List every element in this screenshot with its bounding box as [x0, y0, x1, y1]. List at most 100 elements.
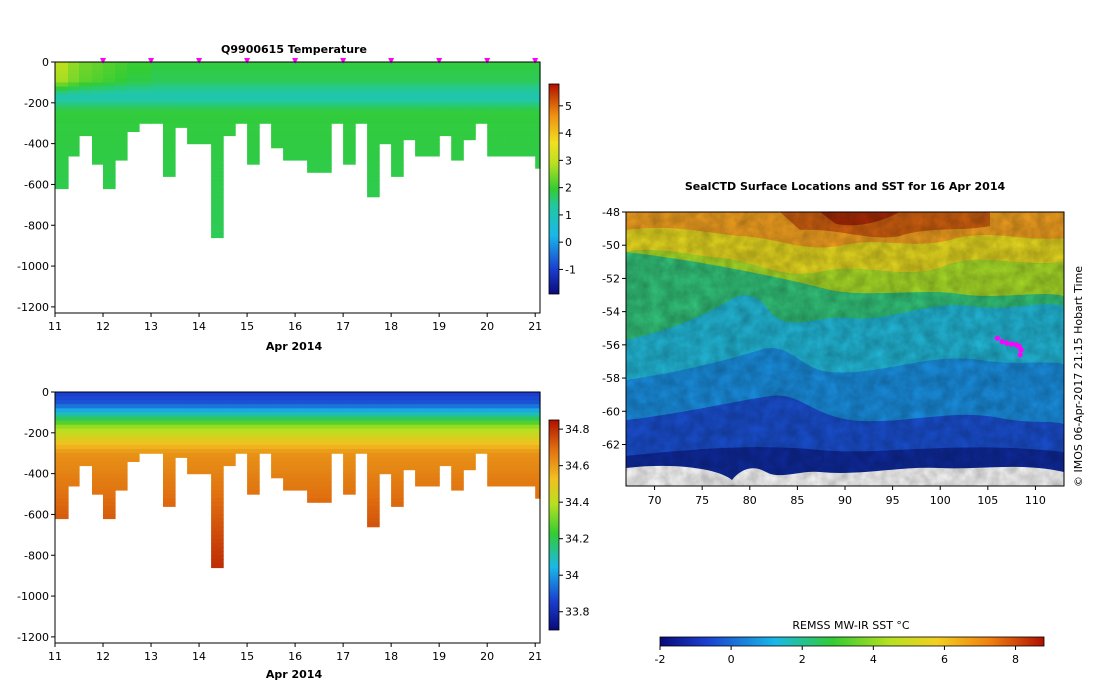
profile-cell: [92, 441, 104, 446]
profile-cell: [523, 449, 536, 454]
profile-cell: [331, 412, 344, 418]
profile-cell: [391, 412, 404, 418]
profile-cell: [307, 416, 320, 422]
profile-cell: [535, 106, 541, 112]
profile-cell: [223, 416, 236, 422]
profile-cell: [499, 106, 512, 112]
profile-cell: [79, 453, 93, 458]
profile-cell: [55, 78, 69, 83]
profile-cell: [427, 408, 440, 413]
profile-cell: [55, 469, 69, 475]
colorbar-tick-label: 0: [565, 236, 572, 249]
profile-cell: [55, 506, 69, 511]
profile-cell: [403, 461, 416, 467]
profile-cell: [199, 392, 212, 397]
profile-cell: [79, 420, 93, 426]
profile-cell: [367, 94, 380, 100]
profile-cell: [511, 106, 524, 112]
profile-cell: [223, 449, 236, 454]
profile-cell: [68, 94, 80, 100]
profile-cell: [79, 86, 93, 92]
profile-cell: [187, 74, 200, 79]
profile-cell: [68, 396, 80, 401]
profile-cell: [367, 473, 380, 479]
profile-cell: [175, 86, 188, 92]
profile-cell: [163, 469, 176, 475]
profile-cell: [463, 392, 476, 397]
profile-cell: [211, 416, 224, 422]
sst-map-longitude-axis: 70 75 80 85 90 95 100 105 110: [648, 486, 1046, 507]
profile-cell: [343, 465, 356, 471]
profile-cell: [307, 78, 320, 83]
profile-cell: [163, 102, 176, 108]
profile-cell: [343, 123, 356, 128]
temperature-profile-cells: [55, 62, 541, 239]
profile-cell: [523, 90, 536, 96]
profile-cell: [331, 392, 344, 397]
profile-cell: [463, 457, 476, 462]
profile-cell: [379, 123, 392, 128]
profile-cell: [211, 160, 224, 165]
profile-cell: [463, 416, 476, 422]
profile-cell: [127, 412, 140, 418]
profile-cell: [535, 428, 541, 434]
profile-cell: [295, 131, 308, 137]
profile-cell: [535, 111, 541, 116]
profile-cell: [535, 115, 541, 120]
profile-cell: [55, 147, 69, 153]
profile-cell: [439, 449, 452, 454]
profile-cell: [307, 102, 320, 108]
profile-cell: [367, 408, 380, 413]
profile-cell: [127, 400, 140, 405]
profile-cell: [199, 416, 212, 422]
profile-cell: [475, 82, 488, 88]
profile-cell: [92, 90, 104, 96]
profile-cell: [127, 74, 140, 79]
profile-cell: [139, 86, 152, 92]
profile-cell: [199, 469, 212, 475]
profile-cell: [319, 469, 332, 475]
profile-cell: [283, 408, 296, 413]
profile-cell: [475, 106, 488, 112]
profile-cell: [427, 143, 440, 149]
profile-cell: [283, 416, 296, 422]
profile-cell: [115, 457, 128, 462]
profile-cell: [211, 176, 224, 181]
profile-cell: [367, 510, 380, 516]
profile-cell: [463, 461, 476, 467]
profile-cell: [55, 514, 69, 520]
profile-cell: [427, 147, 440, 153]
profile-cell: [79, 392, 93, 397]
profile-cell: [439, 70, 452, 75]
profile-cell: [391, 119, 404, 124]
profile-cell: [523, 436, 536, 442]
profile-cell: [523, 131, 536, 137]
profile-cell: [55, 408, 69, 413]
profile-cell: [367, 90, 380, 96]
profile-cell: [211, 534, 224, 540]
profile-cell: [235, 396, 248, 401]
profile-cell: [331, 62, 344, 67]
profile-cell: [103, 416, 116, 422]
profile-cell: [115, 485, 128, 491]
profile-cell: [307, 98, 320, 104]
profile-cell: [451, 119, 464, 124]
profile-cell: [103, 111, 116, 116]
y-tick-label: -600: [24, 178, 49, 191]
profile-cell: [427, 477, 440, 483]
profile-cell: [211, 155, 224, 161]
profile-cell: [523, 457, 536, 462]
profile-cell: [319, 408, 332, 413]
profile-cell: [355, 408, 368, 413]
profile-cell: [68, 400, 80, 405]
profile-cell: [511, 408, 524, 413]
profile-cell: [439, 400, 452, 405]
profile-cell: [487, 449, 500, 454]
lon-tick-label: 95: [886, 494, 900, 507]
profile-cell: [319, 70, 332, 75]
profile-marker: [148, 58, 155, 64]
profile-cell: [499, 94, 512, 100]
profile-cell: [451, 461, 464, 467]
profile-cell: [295, 135, 308, 141]
profile-cell: [307, 404, 320, 409]
